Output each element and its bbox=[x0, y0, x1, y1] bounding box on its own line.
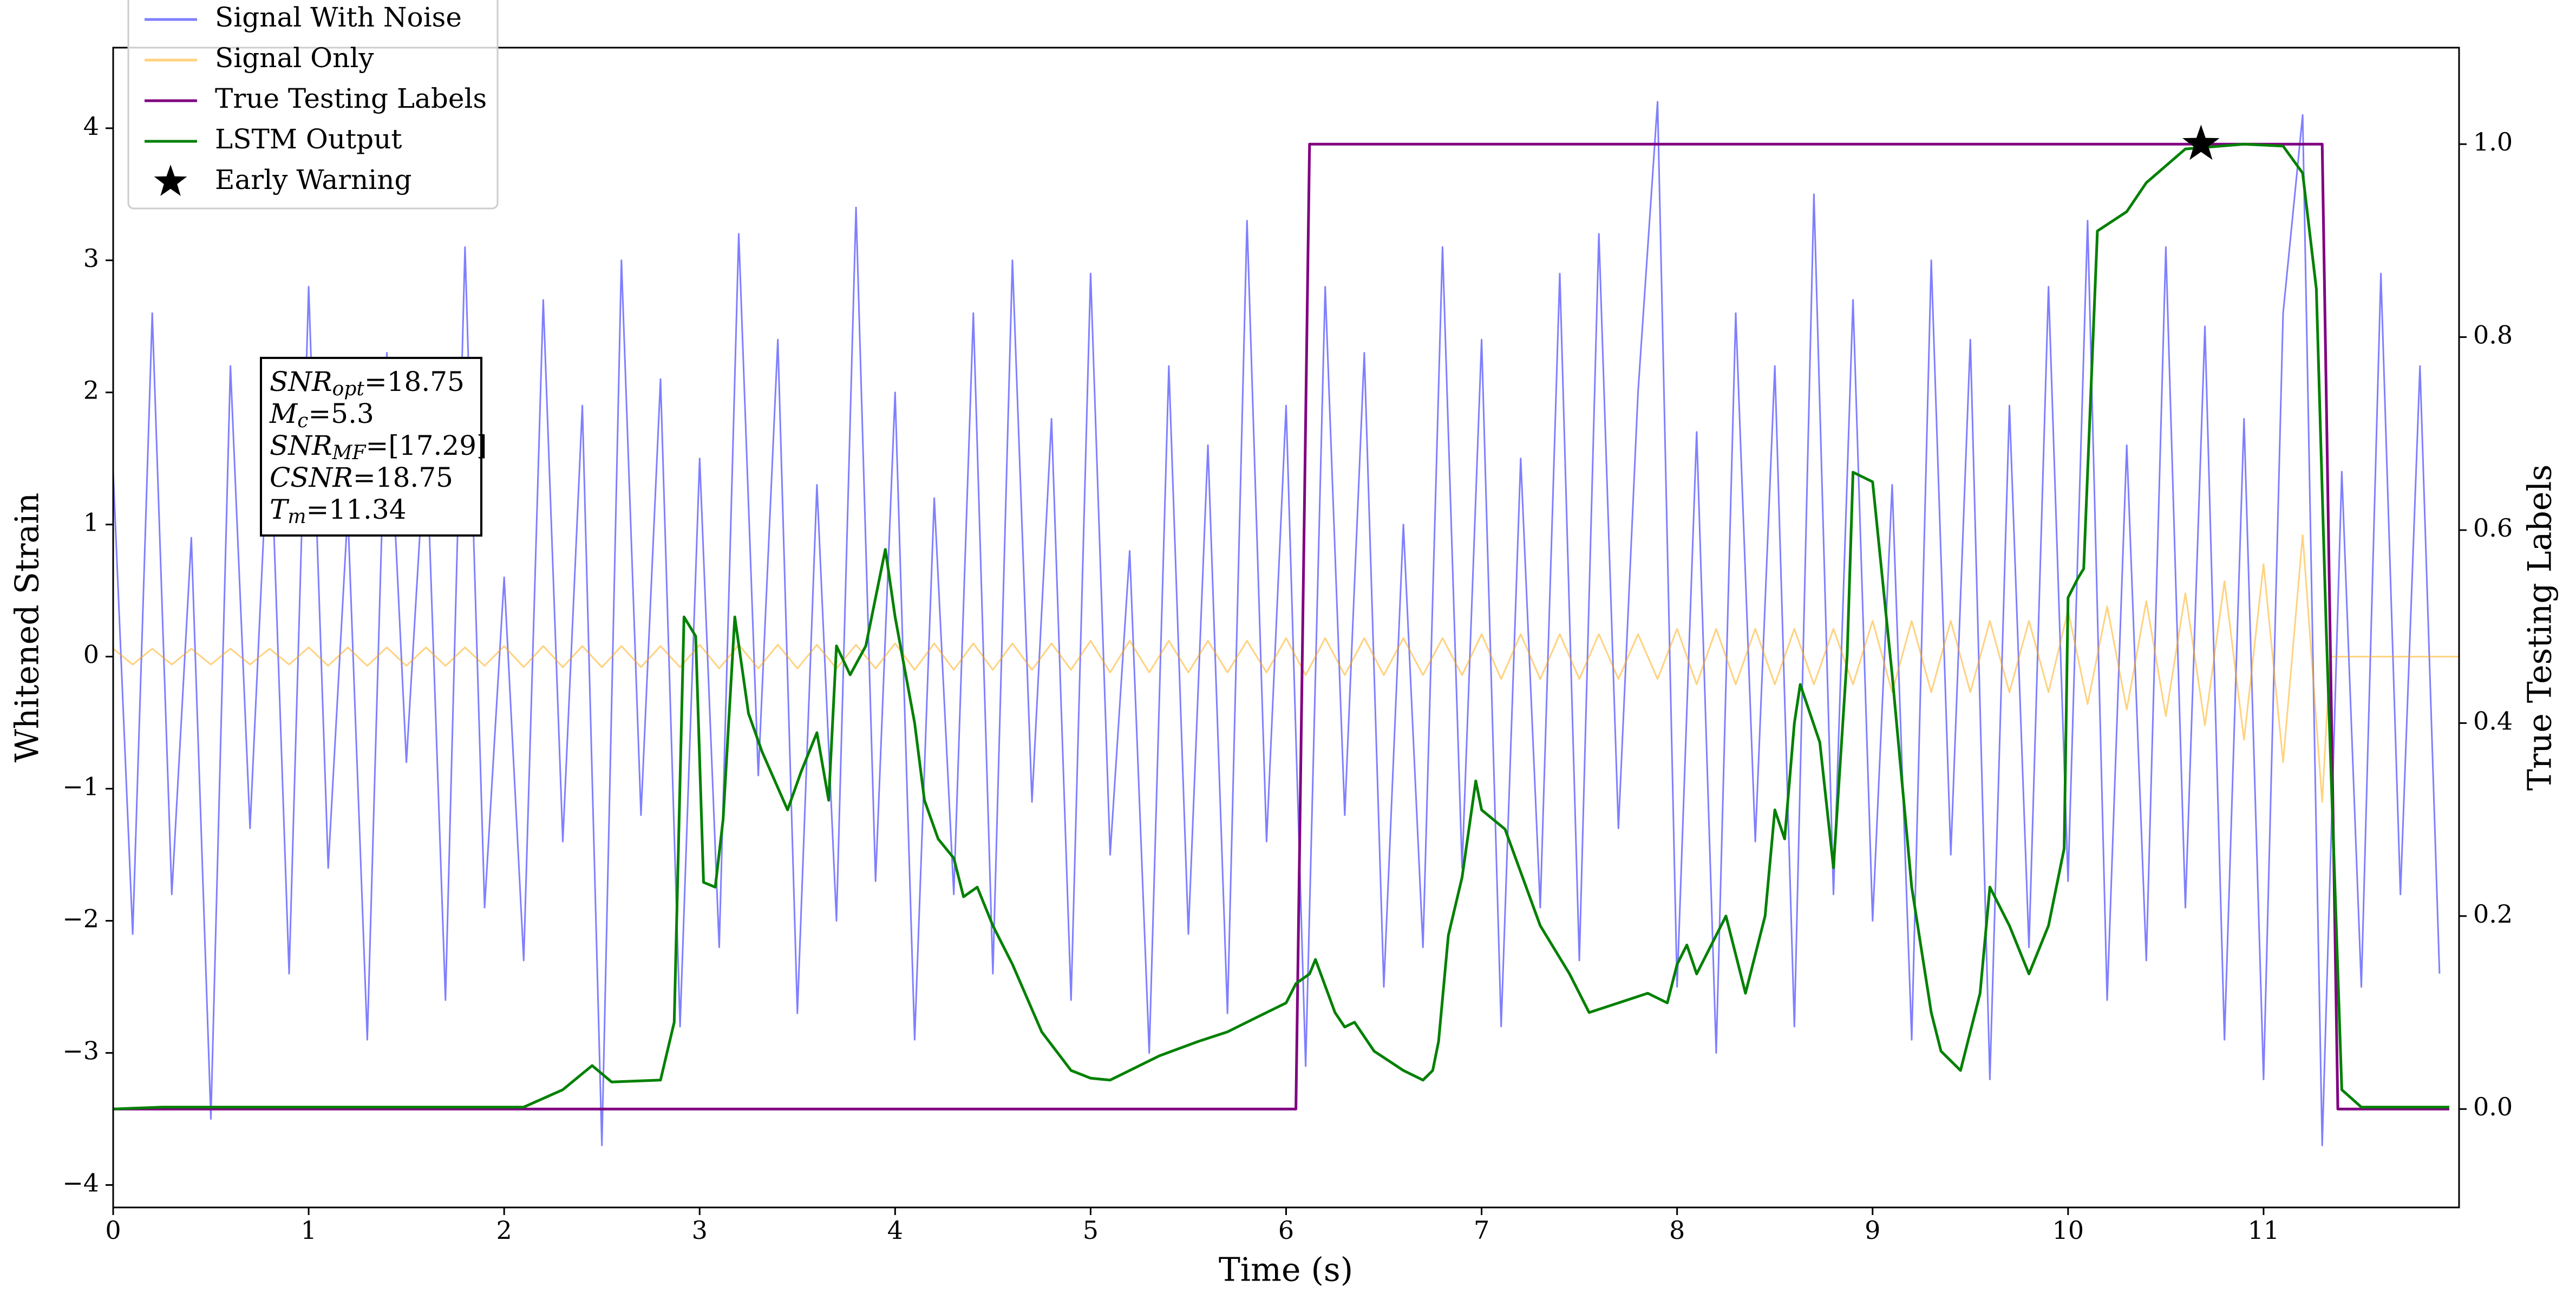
x-tick-label: 9 bbox=[1865, 1216, 1880, 1245]
series-line bbox=[113, 142, 2449, 1111]
annotation-line: SNRMF=[17.29] bbox=[270, 430, 487, 464]
y-tick-label: −1 bbox=[62, 772, 99, 801]
x-tick-label: 0 bbox=[105, 1216, 121, 1245]
annotation-symbol: CSNR bbox=[270, 462, 353, 493]
y2-tick-label: 0.0 bbox=[2473, 1092, 2513, 1121]
annotation-line: SNRopt=18.75 bbox=[270, 366, 465, 400]
y-tick-label: −2 bbox=[62, 904, 99, 933]
legend-label: Early Warning bbox=[215, 164, 412, 195]
annotation-value: =[17.29] bbox=[366, 430, 487, 461]
plot-frame bbox=[112, 47, 2460, 1209]
plot-area bbox=[113, 101, 2459, 1146]
annotation-line: Tm=11.34 bbox=[270, 494, 407, 528]
y-tick-label: −3 bbox=[62, 1036, 99, 1066]
y2-axis-label: True Testing Labels bbox=[2521, 465, 2559, 791]
x-axis-label: Time (s) bbox=[1219, 1251, 1353, 1289]
legend-label: True Testing Labels bbox=[215, 83, 487, 114]
early-warning-marker bbox=[2182, 125, 2220, 160]
annotation-box bbox=[260, 357, 482, 537]
legend-label: LSTM Output bbox=[215, 123, 402, 155]
annotation-subscript: MF bbox=[332, 442, 367, 464]
legend-label: Signal With Noise bbox=[215, 2, 462, 33]
annotation-value: =5.3 bbox=[308, 398, 374, 429]
y2-tick-label: 0.8 bbox=[2473, 321, 2513, 350]
annotation-value: =18.75 bbox=[364, 366, 465, 397]
x-tick-label: 2 bbox=[496, 1216, 512, 1245]
y-tick-label: 3 bbox=[83, 244, 99, 273]
x-tick-label: 10 bbox=[2052, 1216, 2084, 1245]
x-tick-label: 1 bbox=[300, 1216, 316, 1245]
y-tick-label: 0 bbox=[83, 640, 99, 669]
series-line bbox=[113, 534, 2459, 803]
y2-tick-label: 1.0 bbox=[2473, 127, 2513, 156]
x-tick-label: 3 bbox=[692, 1216, 708, 1245]
series-line bbox=[113, 142, 2449, 1111]
legend-box bbox=[127, 0, 499, 210]
annotation-symbol: M bbox=[269, 398, 298, 429]
x-tick-label: 7 bbox=[1474, 1216, 1489, 1245]
annotation-line: CSNR=18.75 bbox=[270, 462, 453, 493]
x-tick-label: 8 bbox=[1669, 1216, 1685, 1245]
annotation-subscript: c bbox=[297, 410, 308, 432]
legend-marker bbox=[154, 165, 187, 196]
annotation-line: Mc=5.3 bbox=[269, 398, 374, 432]
x-tick-label: 6 bbox=[1278, 1216, 1294, 1245]
annotation-value: =11.34 bbox=[306, 494, 407, 525]
annotation-value: =18.75 bbox=[353, 462, 453, 493]
y-tick-label: 1 bbox=[83, 508, 99, 537]
annotation-subscript: opt bbox=[332, 378, 365, 400]
annotation-symbol: T bbox=[270, 494, 290, 525]
annotation-symbol: SNR bbox=[270, 366, 332, 397]
y-tick-label: −4 bbox=[62, 1168, 99, 1198]
y2-tick-label: 0.2 bbox=[2473, 899, 2513, 929]
series-line bbox=[113, 101, 2441, 1146]
y2-tick-label: 0.4 bbox=[2473, 706, 2513, 735]
annotation-subscript: m bbox=[287, 506, 306, 528]
y-tick-label: 4 bbox=[83, 112, 99, 141]
annotation-symbol: SNR bbox=[270, 430, 332, 461]
legend-label: Signal Only bbox=[215, 42, 374, 74]
x-tick-label: 5 bbox=[1083, 1216, 1099, 1245]
y-tick-label: 2 bbox=[83, 376, 99, 405]
x-tick-label: 4 bbox=[887, 1216, 903, 1245]
y2-tick-label: 0.6 bbox=[2473, 513, 2513, 543]
x-tick-label: 11 bbox=[2248, 1216, 2280, 1245]
y-axis-label: Whitened Strain bbox=[9, 493, 47, 762]
